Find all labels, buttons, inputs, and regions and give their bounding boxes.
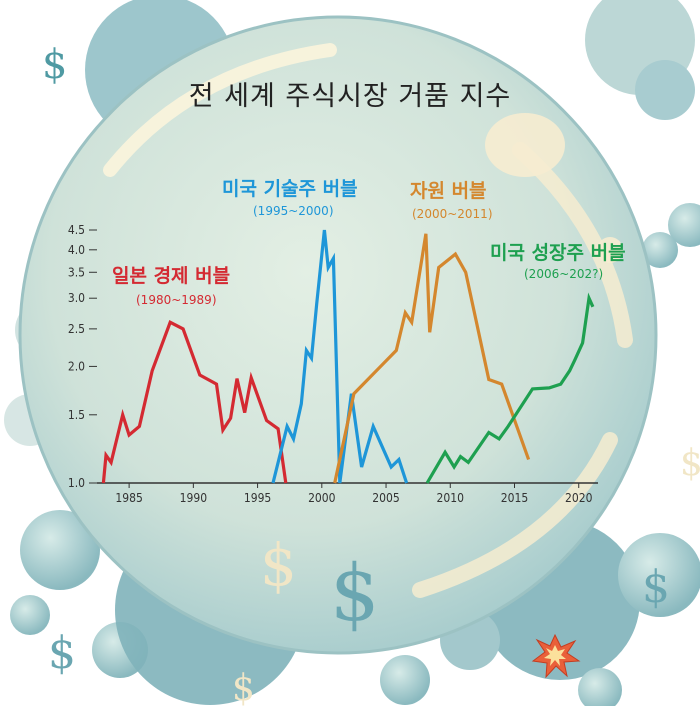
x-axis-ticks: 1985 1990 1995 2000 2005 2010 2015 2020 xyxy=(115,483,593,505)
y-tick-label: 3.5 xyxy=(68,265,85,279)
y-tick-label: 1.5 xyxy=(68,408,85,422)
range-japan-bubble: (1980~1989) xyxy=(136,293,217,307)
main-bubble xyxy=(18,15,658,655)
label-us-tech-bubble: 미국 기술주 버블 xyxy=(222,178,358,200)
y-tick-label: 3.0 xyxy=(68,291,85,305)
x-tick-label: 1985 xyxy=(115,491,142,505)
y-axis-ticks: 1.0 1.5 2.0 2.5 3.0 3.5 4.0 4.5 xyxy=(68,223,97,490)
chart-title: 전 세계 주식시장 거품 지수 xyxy=(188,81,512,112)
range-us-tech-bubble: (1995~2000) xyxy=(253,204,334,218)
series-japan-bubble xyxy=(101,320,288,484)
series-layer xyxy=(101,229,595,484)
x-tick-label: 2010 xyxy=(437,491,465,505)
dollar-decorations: $ $ $ $ $ $ $ xyxy=(42,42,700,706)
label-resource-bubble: 자원 버블 xyxy=(410,180,487,202)
x-tick-label: 2020 xyxy=(565,491,593,505)
svg-text:$: $ xyxy=(42,42,67,88)
x-tick-label: 2000 xyxy=(308,491,336,505)
x-tick-label: 1995 xyxy=(244,491,271,505)
burst-icon xyxy=(531,633,581,679)
y-tick-label: 2.5 xyxy=(68,322,85,336)
y-tick-label: 2.0 xyxy=(68,359,85,373)
x-tick-label: 2015 xyxy=(501,491,528,505)
svg-text:$: $ xyxy=(680,443,700,484)
x-tick-label: 2005 xyxy=(372,491,399,505)
series-resource-bubble xyxy=(333,233,531,484)
svg-text:$: $ xyxy=(232,668,255,706)
y-tick-label: 1.0 xyxy=(68,476,85,490)
label-japan-bubble: 일본 경제 버블 xyxy=(112,265,231,287)
svg-text:$: $ xyxy=(48,628,76,679)
svg-text:$: $ xyxy=(642,562,670,613)
axes: 1985 1990 1995 2000 2005 2010 2015 2020 1.0 1.5 2… xyxy=(68,223,598,505)
series-us-tech-bubble xyxy=(271,229,409,484)
range-resource-bubble: (2000~2011) xyxy=(412,207,493,221)
range-us-growth-bubble: (2006~202?) xyxy=(524,267,604,281)
svg-text:$: $ xyxy=(260,531,297,599)
series-us-growth-bubble xyxy=(425,292,595,484)
label-us-growth-bubble: 미국 성장주 버블 xyxy=(490,242,626,264)
x-tick-label: 1990 xyxy=(180,491,208,505)
svg-text:$: $ xyxy=(330,549,380,639)
y-tick-label: 4.0 xyxy=(68,243,85,257)
y-tick-label: 4.5 xyxy=(68,223,85,237)
